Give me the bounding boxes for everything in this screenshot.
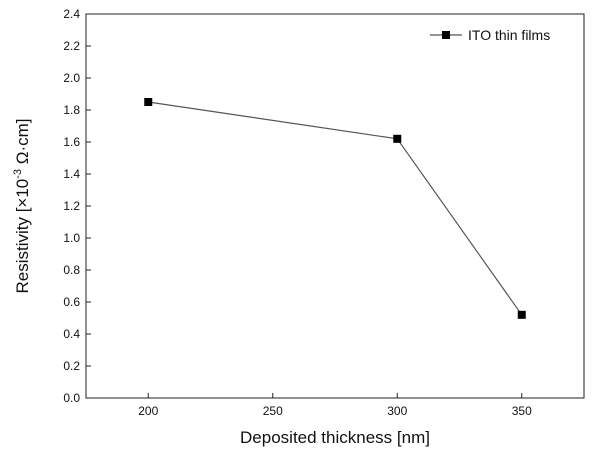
y-tick-label: 0.0 xyxy=(63,391,80,405)
y-tick-label: 2.2 xyxy=(63,39,80,53)
x-tick-label: 350 xyxy=(512,404,532,418)
legend: ITO thin films xyxy=(430,27,550,43)
data-point-marker xyxy=(393,134,402,143)
y-axis-ticks: 0.0 0.2 0.4 0.6 0.8 1.0 1.2 1.4 1.6 1.8 2.0 2.2 2.4 xyxy=(63,7,91,405)
data-point-marker xyxy=(517,310,526,319)
y-tick-label: 1.2 xyxy=(63,199,80,213)
x-tick-label: 200 xyxy=(138,404,158,418)
x-axis-title: Deposited thickness [nm] xyxy=(240,428,430,447)
y-tick-label: 1.0 xyxy=(63,231,80,245)
x-tick-label: 300 xyxy=(387,404,407,418)
y-tick-label: 2.0 xyxy=(63,71,80,85)
y-tick-label: 0.2 xyxy=(63,359,80,373)
plot-area xyxy=(85,13,585,399)
y-tick-label: 2.4 xyxy=(63,7,80,21)
y-axis-title-main: Resistivity [×10 xyxy=(13,179,32,294)
y-axis-title-unit: Ω·cm] xyxy=(13,118,32,168)
y-tick-label: 0.6 xyxy=(63,295,80,309)
y-axis-title: Resistivity [×10-3 Ω·cm] xyxy=(12,118,32,293)
series-layer xyxy=(144,98,526,319)
x-tick-label: 250 xyxy=(263,404,283,418)
y-axis-title-exponent: -3 xyxy=(12,169,24,179)
y-tick-label: 1.6 xyxy=(63,135,80,149)
y-tick-label: 1.4 xyxy=(63,167,80,181)
data-point-marker xyxy=(144,98,153,106)
x-axis-ticks: 200 250 300 350 xyxy=(138,393,532,418)
y-tick-label: 0.8 xyxy=(63,263,80,277)
y-tick-label: 0.4 xyxy=(63,327,80,341)
legend-label: ITO thin films xyxy=(468,27,550,43)
y-tick-label: 1.8 xyxy=(63,103,80,117)
legend-marker xyxy=(442,31,450,39)
